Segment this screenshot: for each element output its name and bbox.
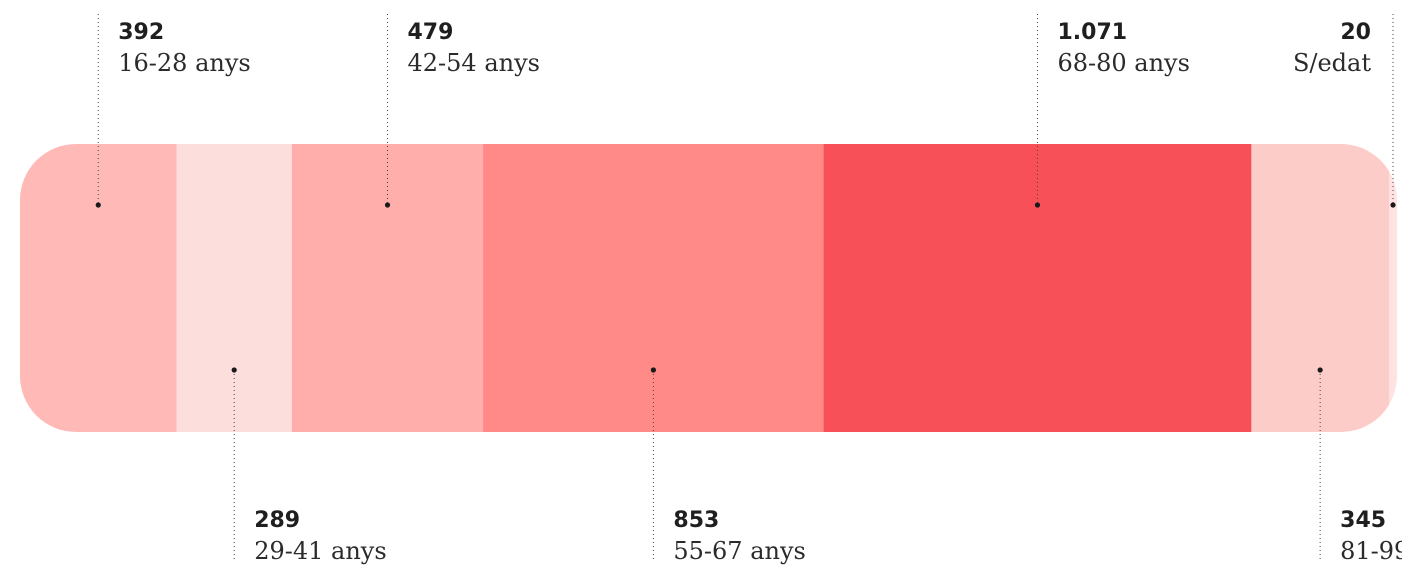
category-label-81-99-anys: 81-99 anys [1340,537,1402,565]
leader-dot-68-80-anys [1034,202,1041,208]
value-label-42-54-anys: 479 [408,20,454,45]
bar-segment-s-edat [1389,144,1397,432]
bar-segment-68-80-anys [823,144,1252,432]
leader-dot-55-67-anys [650,367,657,373]
leader-dot-81-99-anys [1317,367,1323,373]
value-label-s-edat: 20 [1340,20,1371,45]
category-label-42-54-anys: 42-54 anys [408,49,540,77]
category-label-68-80-anys: 68-80 anys [1057,49,1189,77]
value-label-81-99-anys: 345 [1340,508,1386,533]
category-label-16-28-anys: 16-28 anys [118,49,250,77]
leader-dot-29-41-anys [231,367,237,373]
bar-segment-29-41-anys [176,144,293,432]
value-label-29-41-anys: 289 [254,508,300,533]
value-label-55-67-anys: 853 [673,508,719,533]
category-label-s-edat: S/edat [1293,49,1371,77]
leader-dot-42-54-anys [384,202,391,208]
bar-segment-42-54-anys [291,144,484,432]
category-label-55-67-anys: 55-67 anys [673,537,805,565]
leader-dot-s-edat [1390,202,1396,208]
leader-dot-16-28-anys [95,202,101,208]
value-label-68-80-anys: 1.071 [1057,20,1127,45]
category-label-29-41-anys: 29-41 anys [254,537,386,565]
bar-segment-55-67-anys [483,144,825,432]
bar-segment-16-28-anys [20,144,178,432]
bar-segment-81-99-anys [1251,144,1390,432]
value-label-16-28-anys: 392 [118,20,164,45]
